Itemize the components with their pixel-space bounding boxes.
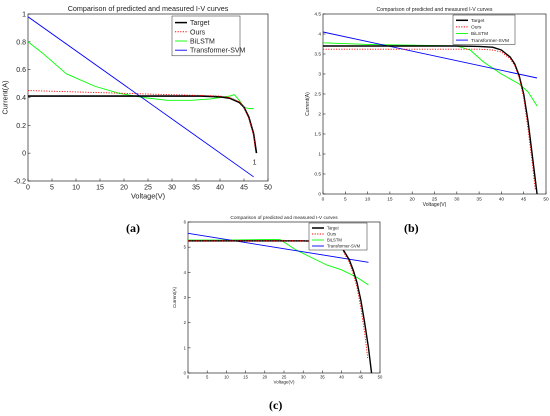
y-tick-label: 3.5 xyxy=(314,52,321,58)
legend-entry: Ours xyxy=(327,232,336,237)
x-tick-label: 35 xyxy=(476,196,482,202)
y-tick-label: 4 xyxy=(184,270,187,275)
legend-entry: Ours xyxy=(471,25,482,31)
y-tick-label: 0.2 xyxy=(16,123,26,130)
x-tick-label: 45 xyxy=(521,196,527,202)
x-tick-label: 10 xyxy=(365,196,371,202)
y-tick-label: 1 xyxy=(184,345,187,350)
x-tick-label: 10 xyxy=(224,375,229,380)
caption-c: (c) xyxy=(269,398,283,412)
y-axis-label: Current(A) xyxy=(305,92,311,116)
y-tick-label: 0.6 xyxy=(16,67,26,74)
x-tick-label: 20 xyxy=(262,375,267,380)
series-line-bilstm xyxy=(323,42,538,107)
x-tick-label: 35 xyxy=(320,375,325,380)
x-tick-label: 0 xyxy=(322,196,325,202)
chart-title: Comparison of predicted and measured I-V… xyxy=(377,7,493,13)
y-tick-label: 0.8 xyxy=(16,39,26,46)
series-line-target xyxy=(323,45,538,194)
x-tick-label: 10 xyxy=(72,185,80,192)
x-tick-label: 45 xyxy=(358,375,363,380)
series-line-bilstm xyxy=(188,239,369,286)
x-tick-label: 45 xyxy=(240,185,248,192)
y-tick-label: 0.4 xyxy=(16,95,26,102)
x-tick-label: 5 xyxy=(50,185,54,192)
x-tick-label: 50 xyxy=(543,196,549,202)
y-axis-label: Current(A) xyxy=(172,287,177,309)
y-tick-label: 3 xyxy=(318,72,321,78)
x-tick-label: 40 xyxy=(339,375,344,380)
annotation-label: 1 xyxy=(253,159,257,166)
caption-a: (a) xyxy=(126,221,140,235)
y-tick-label: 0 xyxy=(318,192,321,198)
legend-entry: Transformer-SVM xyxy=(471,38,509,44)
y-tick-label: 0 xyxy=(184,370,187,375)
x-tick-label: 0 xyxy=(187,375,190,380)
x-tick-label: 25 xyxy=(282,375,287,380)
y-tick-label: 1 xyxy=(318,152,321,158)
x-tick-label: 5 xyxy=(206,375,209,380)
chart-panel-a: Comparison of predicted and measured I-V… xyxy=(1,4,272,201)
legend-entry: Target xyxy=(327,226,339,231)
x-tick-label: 50 xyxy=(378,375,383,380)
y-tick-label: 0.5 xyxy=(314,172,321,178)
x-axis-label: Voltage(V) xyxy=(423,202,447,208)
chart-panel-b: Comparison of predicted and measured I-V… xyxy=(305,7,549,208)
series-line-transformer-svm xyxy=(188,232,369,263)
x-tick-label: 40 xyxy=(216,185,224,192)
legend-entry: Target xyxy=(190,20,210,27)
x-tick-label: 30 xyxy=(168,185,176,192)
x-tick-label: 40 xyxy=(499,196,505,202)
series-line-ours xyxy=(28,90,256,148)
legend-entry: Target xyxy=(471,18,485,24)
y-axis-label: Current(A) xyxy=(1,80,10,114)
y-tick-label: 6 xyxy=(184,219,187,224)
y-tick-label: 1 xyxy=(22,11,26,18)
series-line-target xyxy=(28,95,258,154)
x-tick-label: 5 xyxy=(344,196,347,202)
y-tick-label: 1.5 xyxy=(314,132,321,138)
x-tick-label: 20 xyxy=(410,196,416,202)
x-tick-label: 15 xyxy=(387,196,393,202)
x-axis-label: Voltage(V) xyxy=(273,380,295,385)
y-tick-label: 2 xyxy=(184,320,187,325)
chart-title: Comparison of predicted and measured I-V… xyxy=(68,4,229,13)
chart-panel-c: Comparison of predicted and measured I-V… xyxy=(172,215,383,385)
y-tick-label: -0.2 xyxy=(14,178,26,185)
x-tick-label: 35 xyxy=(192,185,200,192)
y-tick-label: 4.5 xyxy=(314,12,321,18)
caption-b: (b) xyxy=(404,221,419,235)
x-tick-label: 50 xyxy=(264,185,272,192)
chart-title: Comparison of predicted and measured I-V… xyxy=(230,215,338,221)
y-tick-label: 2 xyxy=(318,112,321,118)
series-line-ours xyxy=(323,48,536,191)
legend-entry: BiLSTM xyxy=(327,238,342,243)
y-tick-label: 2.5 xyxy=(314,92,321,98)
y-tick-label: 3 xyxy=(184,295,187,300)
x-tick-label: 0 xyxy=(26,185,30,192)
x-tick-label: 25 xyxy=(432,196,438,202)
x-tick-label: 20 xyxy=(120,185,128,192)
x-tick-label: 25 xyxy=(144,185,152,192)
y-tick-label: 0 xyxy=(22,151,26,158)
x-tick-label: 15 xyxy=(243,375,248,380)
x-tick-label: 30 xyxy=(454,196,460,202)
y-tick-label: 5 xyxy=(184,245,187,250)
series-line-transformer-svm xyxy=(323,31,538,79)
x-tick-label: 30 xyxy=(301,375,306,380)
y-tick-label: 4 xyxy=(318,32,321,38)
x-tick-label: 15 xyxy=(96,185,104,192)
legend-entry: BiLSTM xyxy=(190,39,215,46)
legend-entry: Ours xyxy=(190,29,206,36)
x-axis-label: Voltage(V) xyxy=(131,192,165,201)
legend-entry: Transformer-SVM xyxy=(190,48,246,55)
legend-entry: Transformer-SVM xyxy=(327,244,361,249)
legend-entry: BiLSTM xyxy=(471,31,488,37)
